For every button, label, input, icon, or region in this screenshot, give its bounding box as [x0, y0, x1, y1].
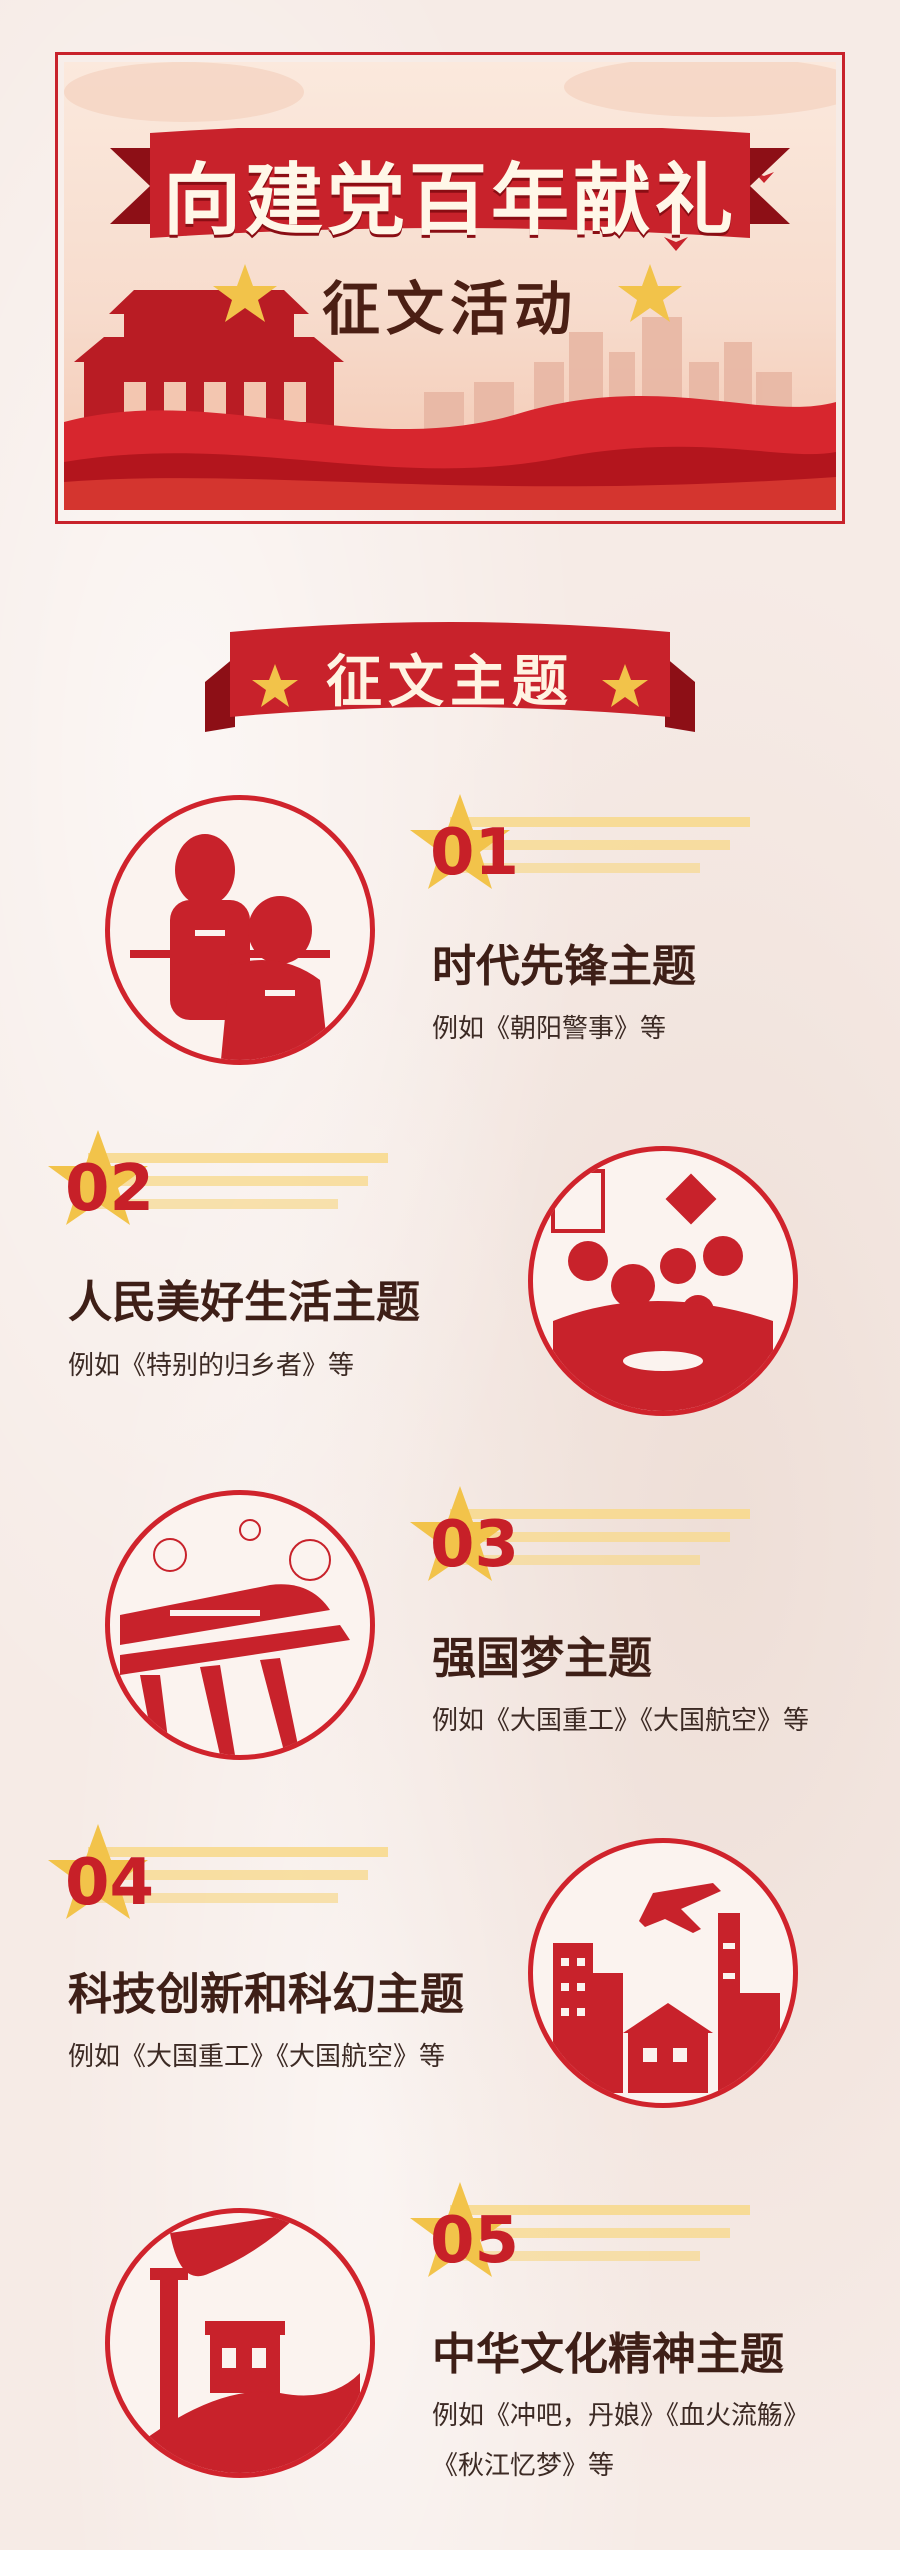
theme-example: 例如《大国重工》《大国航空》等: [432, 1706, 810, 1736]
title-ribbon: [110, 128, 790, 238]
theme-title: 时代先锋主题: [432, 941, 696, 992]
heroes-icon: [130, 834, 330, 1060]
star-icon: [618, 264, 682, 322]
banner-frame: [55, 52, 845, 524]
theme-title: 人民美好生活主题: [68, 1277, 420, 1328]
number-star-decoration: [410, 794, 750, 889]
theme-title: 科技创新和科幻主题: [68, 1969, 464, 2020]
theme-title: 强国梦主题: [432, 1633, 652, 1684]
family-dinner-icon: [551, 1169, 773, 1411]
number-star-decoration: [48, 1824, 388, 1919]
banner-title: 向建党百年献礼: [162, 156, 737, 246]
great-wall-icon: [140, 2213, 360, 2473]
theme-number: 02: [65, 1152, 155, 1226]
theme-title: 中华文化精神主题: [432, 2329, 784, 2380]
city-airplane-icon: [553, 1883, 780, 2093]
theme-illustration: [105, 795, 375, 1065]
theme-illustration: [528, 1838, 798, 2108]
hero-banner: 向建党百年献礼 征文活动: [0, 0, 900, 540]
star-icon: [213, 264, 277, 322]
theme-number: 01: [430, 816, 520, 890]
section-ribbon: [205, 622, 695, 732]
theme-number: 04: [65, 1846, 155, 1920]
section-heading: 征文主题: [326, 650, 574, 715]
number-star-decoration: [48, 1130, 388, 1225]
banner-illustration: [64, 62, 836, 510]
high-speed-train-icon: [120, 1519, 350, 1755]
theme-illustration: [105, 2208, 375, 2478]
theme-illustration: [528, 1146, 798, 1416]
theme-example: 例如《大国重工》《大国航空》等: [68, 2042, 446, 2072]
theme-number: 03: [430, 1508, 520, 1582]
theme-illustration: [105, 1490, 375, 1760]
theme-example: 例如《特别的归乡者》等: [68, 1351, 355, 1381]
number-star-decoration: [410, 2182, 750, 2277]
banner-subtitle: 征文活动: [321, 275, 578, 343]
theme-example: 例如《冲吧，丹娘》《血火流觞》: [432, 2401, 810, 2431]
theme-example: 例如《朝阳警事》等: [432, 1014, 667, 1044]
number-star-decoration: [410, 1486, 750, 1581]
theme-example-continued: 《秋江忆梦》等: [432, 2451, 615, 2481]
theme-number: 05: [430, 2204, 520, 2278]
